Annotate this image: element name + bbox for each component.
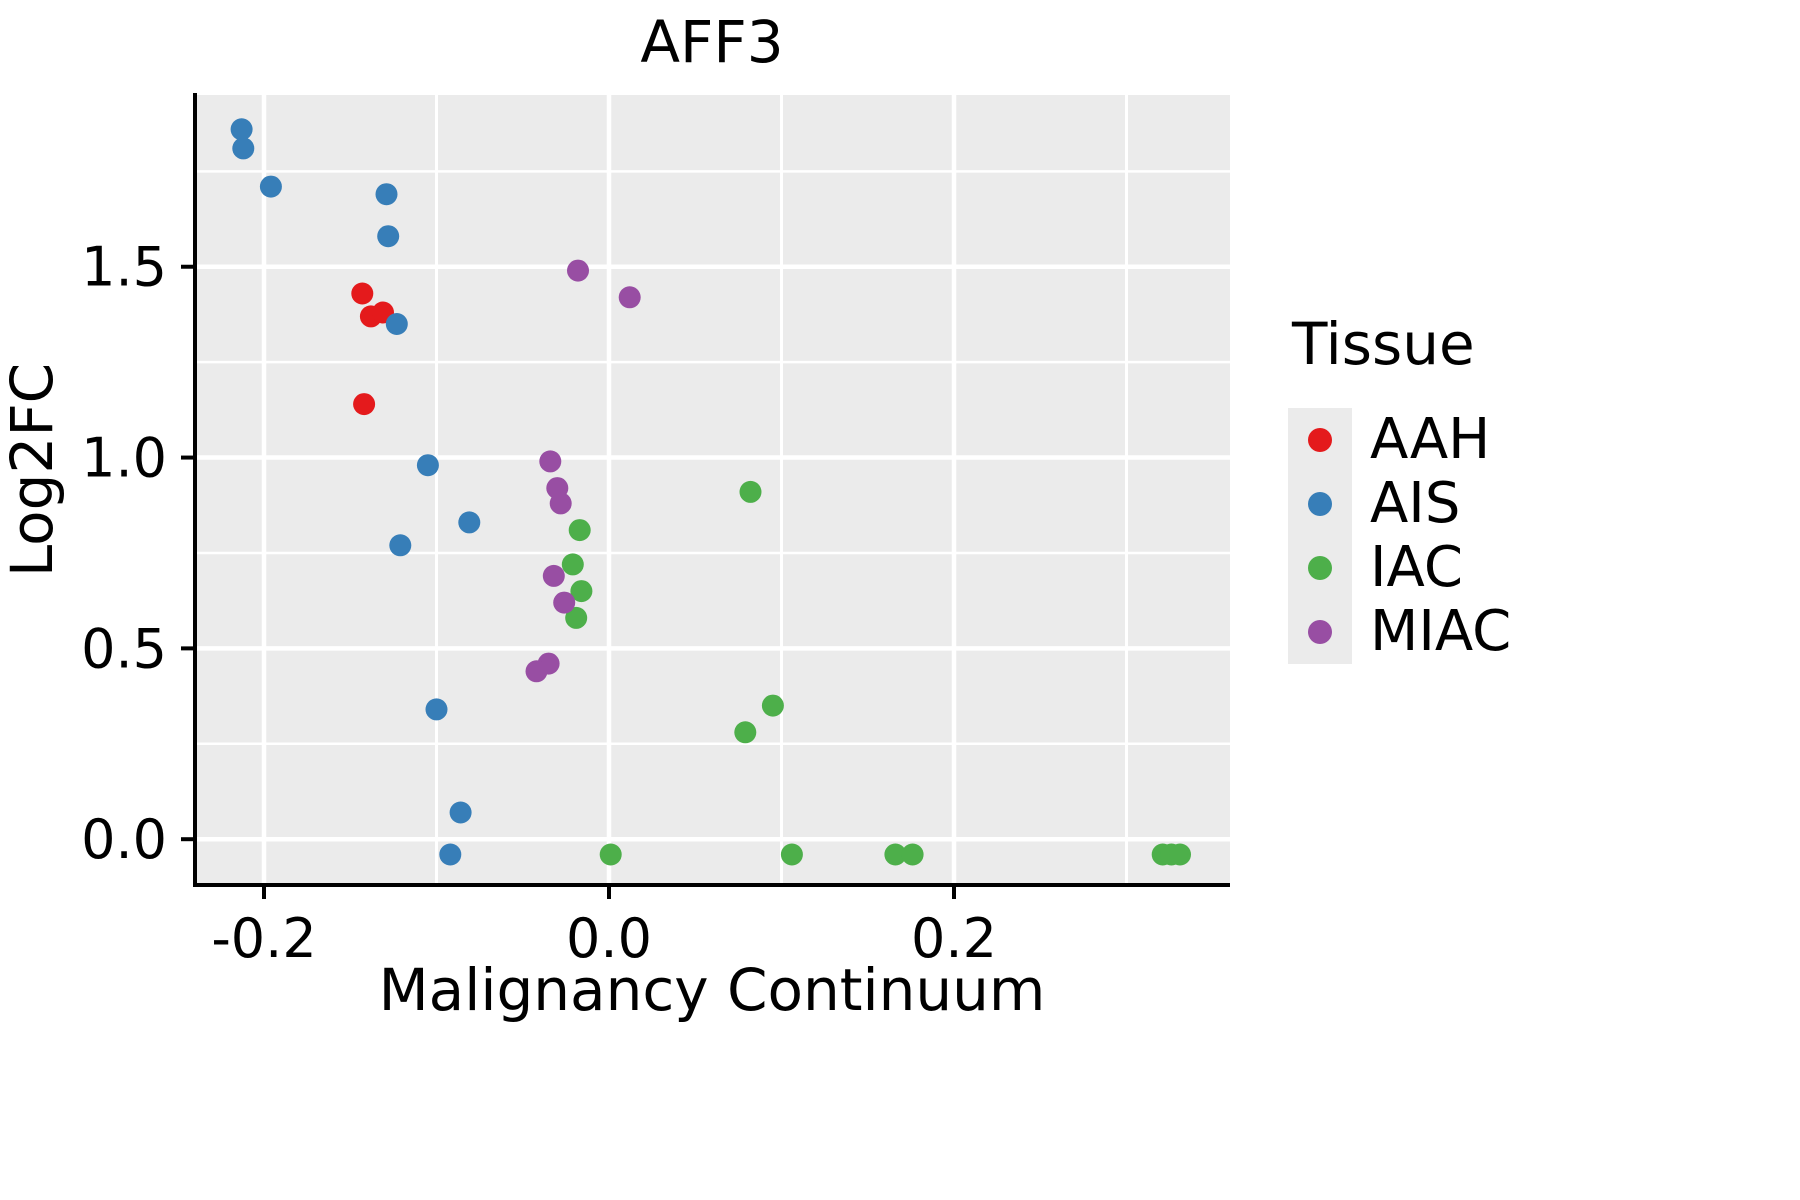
- legend-title: Tissue: [1292, 310, 1475, 378]
- legend-label: MIAC: [1370, 599, 1512, 664]
- data-point: [599, 843, 622, 866]
- axes: -0.2 0.0 0.2 0.0 0.5 1.0 1.5: [81, 93, 1230, 970]
- legend-entry-aah: AAH: [1288, 408, 1511, 472]
- data-point: [549, 492, 572, 515]
- data-point: [377, 225, 400, 248]
- legend-dot-icon: [1308, 492, 1332, 516]
- x-tick-label: -0.2: [211, 907, 316, 970]
- gridlines: [195, 95, 1230, 885]
- data-point: [416, 454, 439, 477]
- data-points: [230, 118, 1191, 866]
- data-point: [389, 534, 412, 557]
- data-point: [539, 450, 562, 473]
- data-point: [232, 137, 255, 160]
- legend-key: [1288, 600, 1352, 664]
- data-point: [561, 553, 584, 576]
- data-point: [565, 606, 588, 629]
- data-point: [618, 286, 641, 309]
- data-point: [259, 175, 282, 198]
- legend-entry-miac: MIAC: [1288, 600, 1511, 664]
- legend-label: IAC: [1370, 535, 1463, 600]
- data-point: [458, 511, 481, 534]
- data-point: [553, 591, 576, 614]
- legend-label: AIS: [1370, 471, 1461, 536]
- data-point: [761, 694, 784, 717]
- legend-key: [1288, 408, 1352, 472]
- data-point: [230, 118, 253, 141]
- legend-entry-iac: IAC: [1288, 536, 1511, 600]
- legend-key: [1288, 536, 1352, 600]
- data-point: [734, 721, 757, 744]
- data-point: [901, 843, 924, 866]
- data-point: [375, 183, 398, 206]
- legend-key: [1288, 472, 1352, 536]
- data-point: [385, 313, 408, 335]
- data-point: [567, 259, 589, 282]
- legend-entry-ais: AIS: [1288, 472, 1511, 536]
- chart-title: AFF3: [640, 8, 783, 76]
- legend-label: AAH: [1370, 407, 1491, 472]
- y-tick-label: 1.0: [81, 427, 167, 490]
- x-axis-title: Malignancy Continuum: [379, 956, 1046, 1024]
- data-point: [780, 843, 803, 866]
- data-point: [351, 282, 374, 305]
- y-axis-title: Log2FC: [0, 363, 66, 577]
- y-tick-label: 0.0: [81, 808, 167, 871]
- legend-dot-icon: [1308, 428, 1332, 452]
- x-tick-label: 0.2: [911, 907, 997, 970]
- data-point: [739, 480, 762, 503]
- legend-dot-icon: [1308, 620, 1332, 644]
- plot-panel: [195, 95, 1230, 885]
- data-point: [568, 519, 591, 542]
- data-point: [439, 843, 462, 866]
- data-point: [525, 660, 548, 683]
- data-point: [884, 843, 907, 866]
- data-point: [570, 580, 593, 603]
- data-point: [542, 564, 565, 587]
- data-point: [353, 393, 376, 416]
- data-point: [425, 698, 448, 721]
- y-tick-label: 0.5: [81, 617, 167, 680]
- data-point: [1169, 843, 1191, 866]
- y-tick-label: 1.5: [81, 236, 167, 299]
- legend-dot-icon: [1308, 556, 1332, 580]
- data-point: [449, 801, 472, 824]
- x-tick-label: 0.0: [566, 907, 652, 970]
- legend: Tissue AAH AIS IAC MIAC: [1288, 310, 1511, 664]
- legend-rows: AAH AIS IAC MIAC: [1288, 408, 1511, 664]
